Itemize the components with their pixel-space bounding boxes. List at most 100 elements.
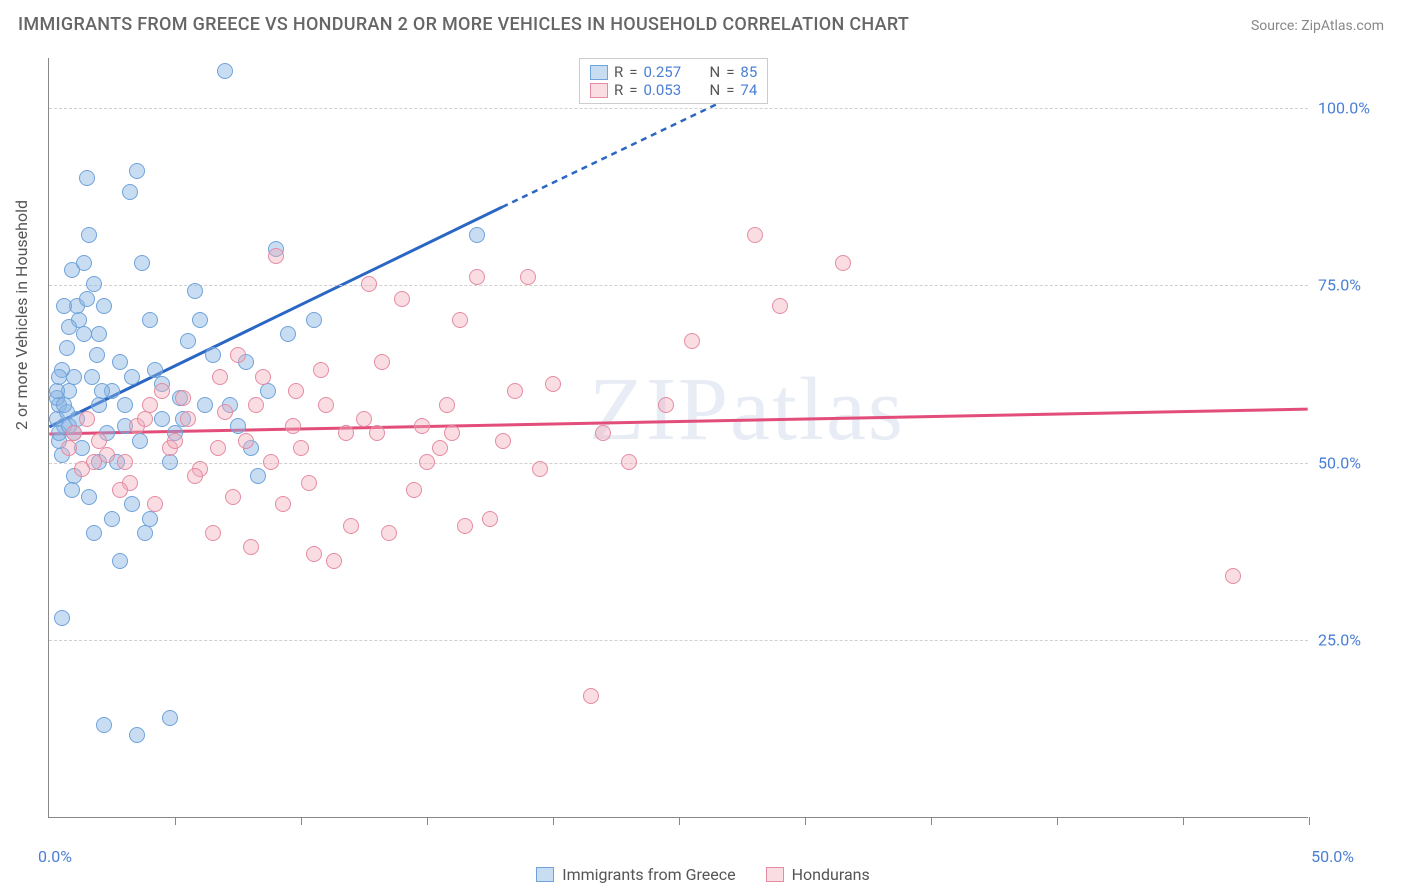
n-label: N [709,81,720,99]
data-point-greece [124,369,140,385]
data-point-hondurans [457,518,473,534]
swatch-greece-icon [536,867,554,882]
correlation-legend: R = 0.257 N = 85 R = 0.053 N = 74 [579,58,768,104]
data-point-hondurans [747,227,763,243]
x-min-label: 0.0% [38,847,72,866]
data-point-greece [197,397,213,413]
chart-title: IMMIGRANTS FROM GREECE VS HONDURAN 2 OR … [18,14,909,35]
scatter-plot-area: ZIPatlas R = 0.257 N = 85 R = 0.053 N = … [48,58,1308,818]
data-point-hondurans [432,440,448,456]
data-point-greece [59,340,75,356]
data-point-greece [134,255,150,271]
r-label: R [614,63,623,81]
n-value-hondurans: 74 [740,81,757,99]
equals: = [629,81,637,99]
data-point-hondurans [79,411,95,427]
data-point-greece [64,482,80,498]
data-point-hondurans [318,397,334,413]
data-point-greece [81,489,97,505]
data-point-greece [54,610,70,626]
data-point-greece [86,525,102,541]
data-point-hondurans [369,425,385,441]
data-point-greece [112,553,128,569]
data-point-hondurans [583,688,599,704]
data-point-hondurans [326,553,342,569]
data-point-hondurans [381,525,397,541]
x-tick [931,817,932,825]
data-point-hondurans [147,496,163,512]
gridline [49,108,1308,109]
data-point-hondurans [205,525,221,541]
data-point-greece [96,717,112,733]
r-label: R [614,81,623,99]
data-point-hondurans [210,440,226,456]
data-point-greece [469,227,485,243]
data-point-hondurans [452,312,468,328]
data-point-hondurans [507,383,523,399]
equals: = [629,63,637,81]
data-point-hondurans [394,291,410,307]
data-point-hondurans [285,418,301,434]
data-point-hondurans [313,362,329,378]
data-point-greece [217,63,233,79]
swatch-hondurans [590,83,608,98]
legend-row-hondurans: R = 0.053 N = 74 [590,81,757,99]
data-point-hondurans [414,418,430,434]
y-tick-label: 25.0% [1318,631,1398,650]
data-point-hondurans [545,376,561,392]
data-point-hondurans [374,354,390,370]
data-point-hondurans [444,425,460,441]
data-point-greece [84,369,100,385]
data-point-greece [94,383,110,399]
equals: = [726,81,734,99]
data-point-greece [56,298,72,314]
x-tick [175,817,176,825]
data-point-greece [96,298,112,314]
data-point-hondurans [268,248,284,264]
equals: = [726,63,734,81]
data-point-hondurans [117,454,133,470]
data-point-hondurans [306,546,322,562]
data-point-greece [91,397,107,413]
data-point-greece [51,369,67,385]
data-point-hondurans [1225,568,1241,584]
swatch-hondurans-icon [766,867,784,882]
n-value-greece: 85 [740,63,757,81]
x-max-label: 50.0% [1311,847,1354,866]
x-tick [679,817,680,825]
data-point-hondurans [301,475,317,491]
data-point-greece [79,291,95,307]
data-point-hondurans [361,276,377,292]
swatch-greece [590,65,608,80]
data-point-greece [56,397,72,413]
data-point-greece [205,347,221,363]
data-point-greece [81,227,97,243]
series-legend: Immigrants from Greece Hondurans [0,865,1406,884]
x-tick [1057,817,1058,825]
data-point-hondurans [74,461,90,477]
data-point-hondurans [293,440,309,456]
data-point-greece [112,354,128,370]
data-point-hondurans [61,440,77,456]
trendline-extrapolated-greece [502,86,754,207]
data-point-hondurans [621,454,637,470]
r-value-hondurans: 0.053 [643,81,695,99]
data-point-hondurans [255,369,271,385]
source-label: Source: ZipAtlas.com [1251,18,1384,34]
data-point-hondurans [230,347,246,363]
data-point-hondurans [112,482,128,498]
data-point-hondurans [338,425,354,441]
data-point-hondurans [439,397,455,413]
data-point-hondurans [532,461,548,477]
data-point-hondurans [154,383,170,399]
data-point-hondurans [356,411,372,427]
data-point-hondurans [658,397,674,413]
data-point-hondurans [343,518,359,534]
x-tick [553,817,554,825]
data-point-greece [91,326,107,342]
y-tick-label: 50.0% [1318,453,1398,472]
data-point-greece [162,454,178,470]
data-point-hondurans [495,433,511,449]
data-point-hondurans [406,482,422,498]
data-point-greece [89,347,105,363]
